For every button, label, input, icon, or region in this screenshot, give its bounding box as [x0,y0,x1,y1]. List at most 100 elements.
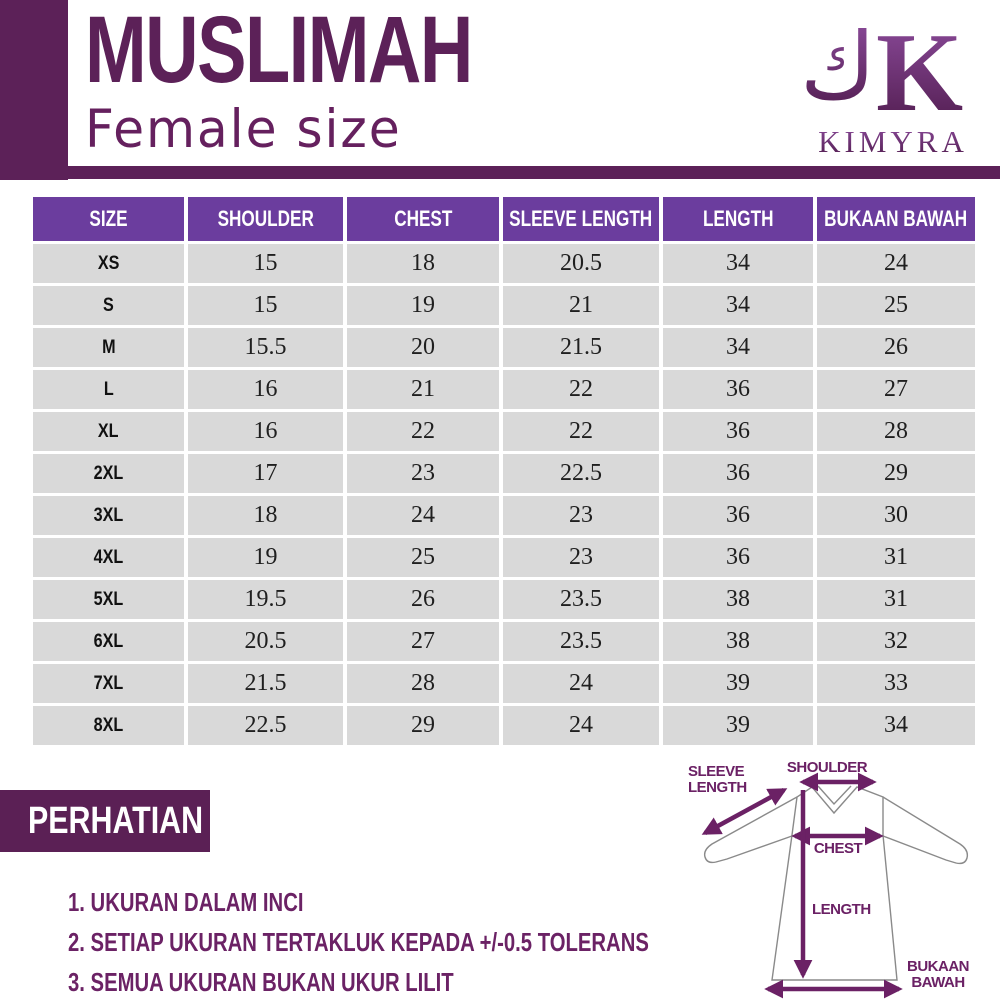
size-cell: S [33,286,184,325]
measurement-cell: 23 [347,454,499,493]
measurement-cell: 30 [817,496,975,535]
measurement-cell: 31 [817,538,975,577]
measure-arrows [701,772,903,999]
measurement-cell: 32 [817,622,975,661]
measurement-cell: 34 [663,244,813,283]
measurement-cell: 24 [503,706,659,745]
column-header-sleeve-length: SLEEVE LENGTH [503,197,659,241]
kimyra-logo-graphic: ك K KIMYRA [800,11,968,159]
measurement-cell: 16 [188,370,343,409]
measurement-cell: 17 [188,454,343,493]
measurement-cell: 23 [503,496,659,535]
measurement-cell: 31 [817,580,975,619]
measurement-cell: 28 [817,412,975,451]
sleeve-length-arrow [701,788,788,835]
garment-diagram-graphic: SHOULDER SLEEVE LENGTH CHEST LENGTH BUKA… [688,759,970,999]
measurement-cell: 29 [817,454,975,493]
size-cell: 3XL [33,496,184,535]
size-cell: 8XL [33,706,184,745]
measurement-cell: 15 [188,286,343,325]
measurement-cell: 34 [817,706,975,745]
measurement-cell: 33 [817,664,975,703]
measurement-cell: 36 [663,454,813,493]
measurement-cell: 15.5 [188,328,343,367]
note-item: 3. SEMUA UKURAN BUKAN UKUR LILIT [68,966,454,997]
size-cell: M [33,328,184,367]
measurement-cell: 21 [503,286,659,325]
measurement-cell: 19 [188,538,343,577]
measurement-cell: 39 [663,706,813,745]
size-cell: 4XL [33,538,184,577]
measurement-cell: 24 [347,496,499,535]
size-cell: XS [33,244,184,283]
size-cell: XL [33,412,184,451]
measurement-cell: 22.5 [503,454,659,493]
header-divider [0,166,1000,179]
measurement-cell: 39 [663,664,813,703]
note-item: 1. UKURAN DALAM INCI [68,886,304,917]
column-header-bukaan-bawah: BUKAAN BAWAH [817,197,975,241]
measurement-cell: 22 [503,370,659,409]
arabic-kaf-icon: ك [800,13,876,120]
measurement-cell: 36 [663,496,813,535]
measurement-cell: 19.5 [188,580,343,619]
size-table: SIZE SHOULDER CHEST SLEEVE LENGTH LENGTH… [33,197,975,745]
column-header-length: LENGTH [663,197,813,241]
measurement-cell: 36 [663,538,813,577]
corner-accent-bar [0,0,68,180]
measurement-cell: 25 [817,286,975,325]
column-header-shoulder: SHOULDER [188,197,343,241]
measurement-cell: 23 [503,538,659,577]
measurement-cell: 27 [347,622,499,661]
column-header-chest: CHEST [347,197,499,241]
notes-heading-box: PERHATIAN [0,790,210,852]
measurement-cell: 26 [347,580,499,619]
measurement-cell: 22 [347,412,499,451]
measurement-cell: 28 [347,664,499,703]
size-cell: 2XL [33,454,184,493]
measurement-cell: 20 [347,328,499,367]
measurement-cell: 27 [817,370,975,409]
brand-logo: ك K KIMYRA [798,6,988,164]
measurement-cell: 26 [817,328,975,367]
sleeve-length-label-1: SLEEVE [688,763,745,780]
logo-letter-k: K [876,11,963,135]
measurement-cell: 36 [663,412,813,451]
measurement-cell: 22.5 [188,706,343,745]
measurement-cell: 24 [503,664,659,703]
garment-outline [703,785,969,981]
measurement-cell: 20.5 [188,622,343,661]
measurement-cell: 36 [663,370,813,409]
size-cell: 6XL [33,622,184,661]
measurement-cell: 19 [347,286,499,325]
measurement-cell: 38 [663,580,813,619]
shoulder-label: SHOULDER [787,759,868,776]
measurement-cell: 16 [188,412,343,451]
measurement-cell: 34 [663,328,813,367]
measurement-cell: 18 [347,244,499,283]
note-item: 2. SETIAP UKURAN TERTAKLUK KEPADA +/-0.5… [68,926,649,957]
measurement-cell: 15 [188,244,343,283]
size-cell: 7XL [33,664,184,703]
size-cell: L [33,370,184,409]
sleeve-length-label-2: LENGTH [688,779,747,796]
measurement-cell: 22 [503,412,659,451]
measurement-cell: 23.5 [503,622,659,661]
measurement-cell: 21 [347,370,499,409]
measurement-cell: 25 [347,538,499,577]
size-cell: 5XL [33,580,184,619]
measurement-cell: 21.5 [503,328,659,367]
measurement-cell: 21.5 [188,664,343,703]
title-block: MUSLIMAH Female size [85,0,581,160]
notes-heading: PERHATIAN [28,799,204,842]
collar-inner-v [817,785,852,806]
length-label: LENGTH [812,901,871,918]
measurement-cell: 18 [188,496,343,535]
measurement-cell: 38 [663,622,813,661]
page-title: MUSLIMAH [85,0,473,103]
notes-list: 1. UKURAN DALAM INCI 2. SETIAP UKURAN TE… [68,882,813,1002]
measurement-cell: 20.5 [503,244,659,283]
chest-label: CHEST [814,840,863,857]
brand-name: KIMYRA [818,124,968,159]
